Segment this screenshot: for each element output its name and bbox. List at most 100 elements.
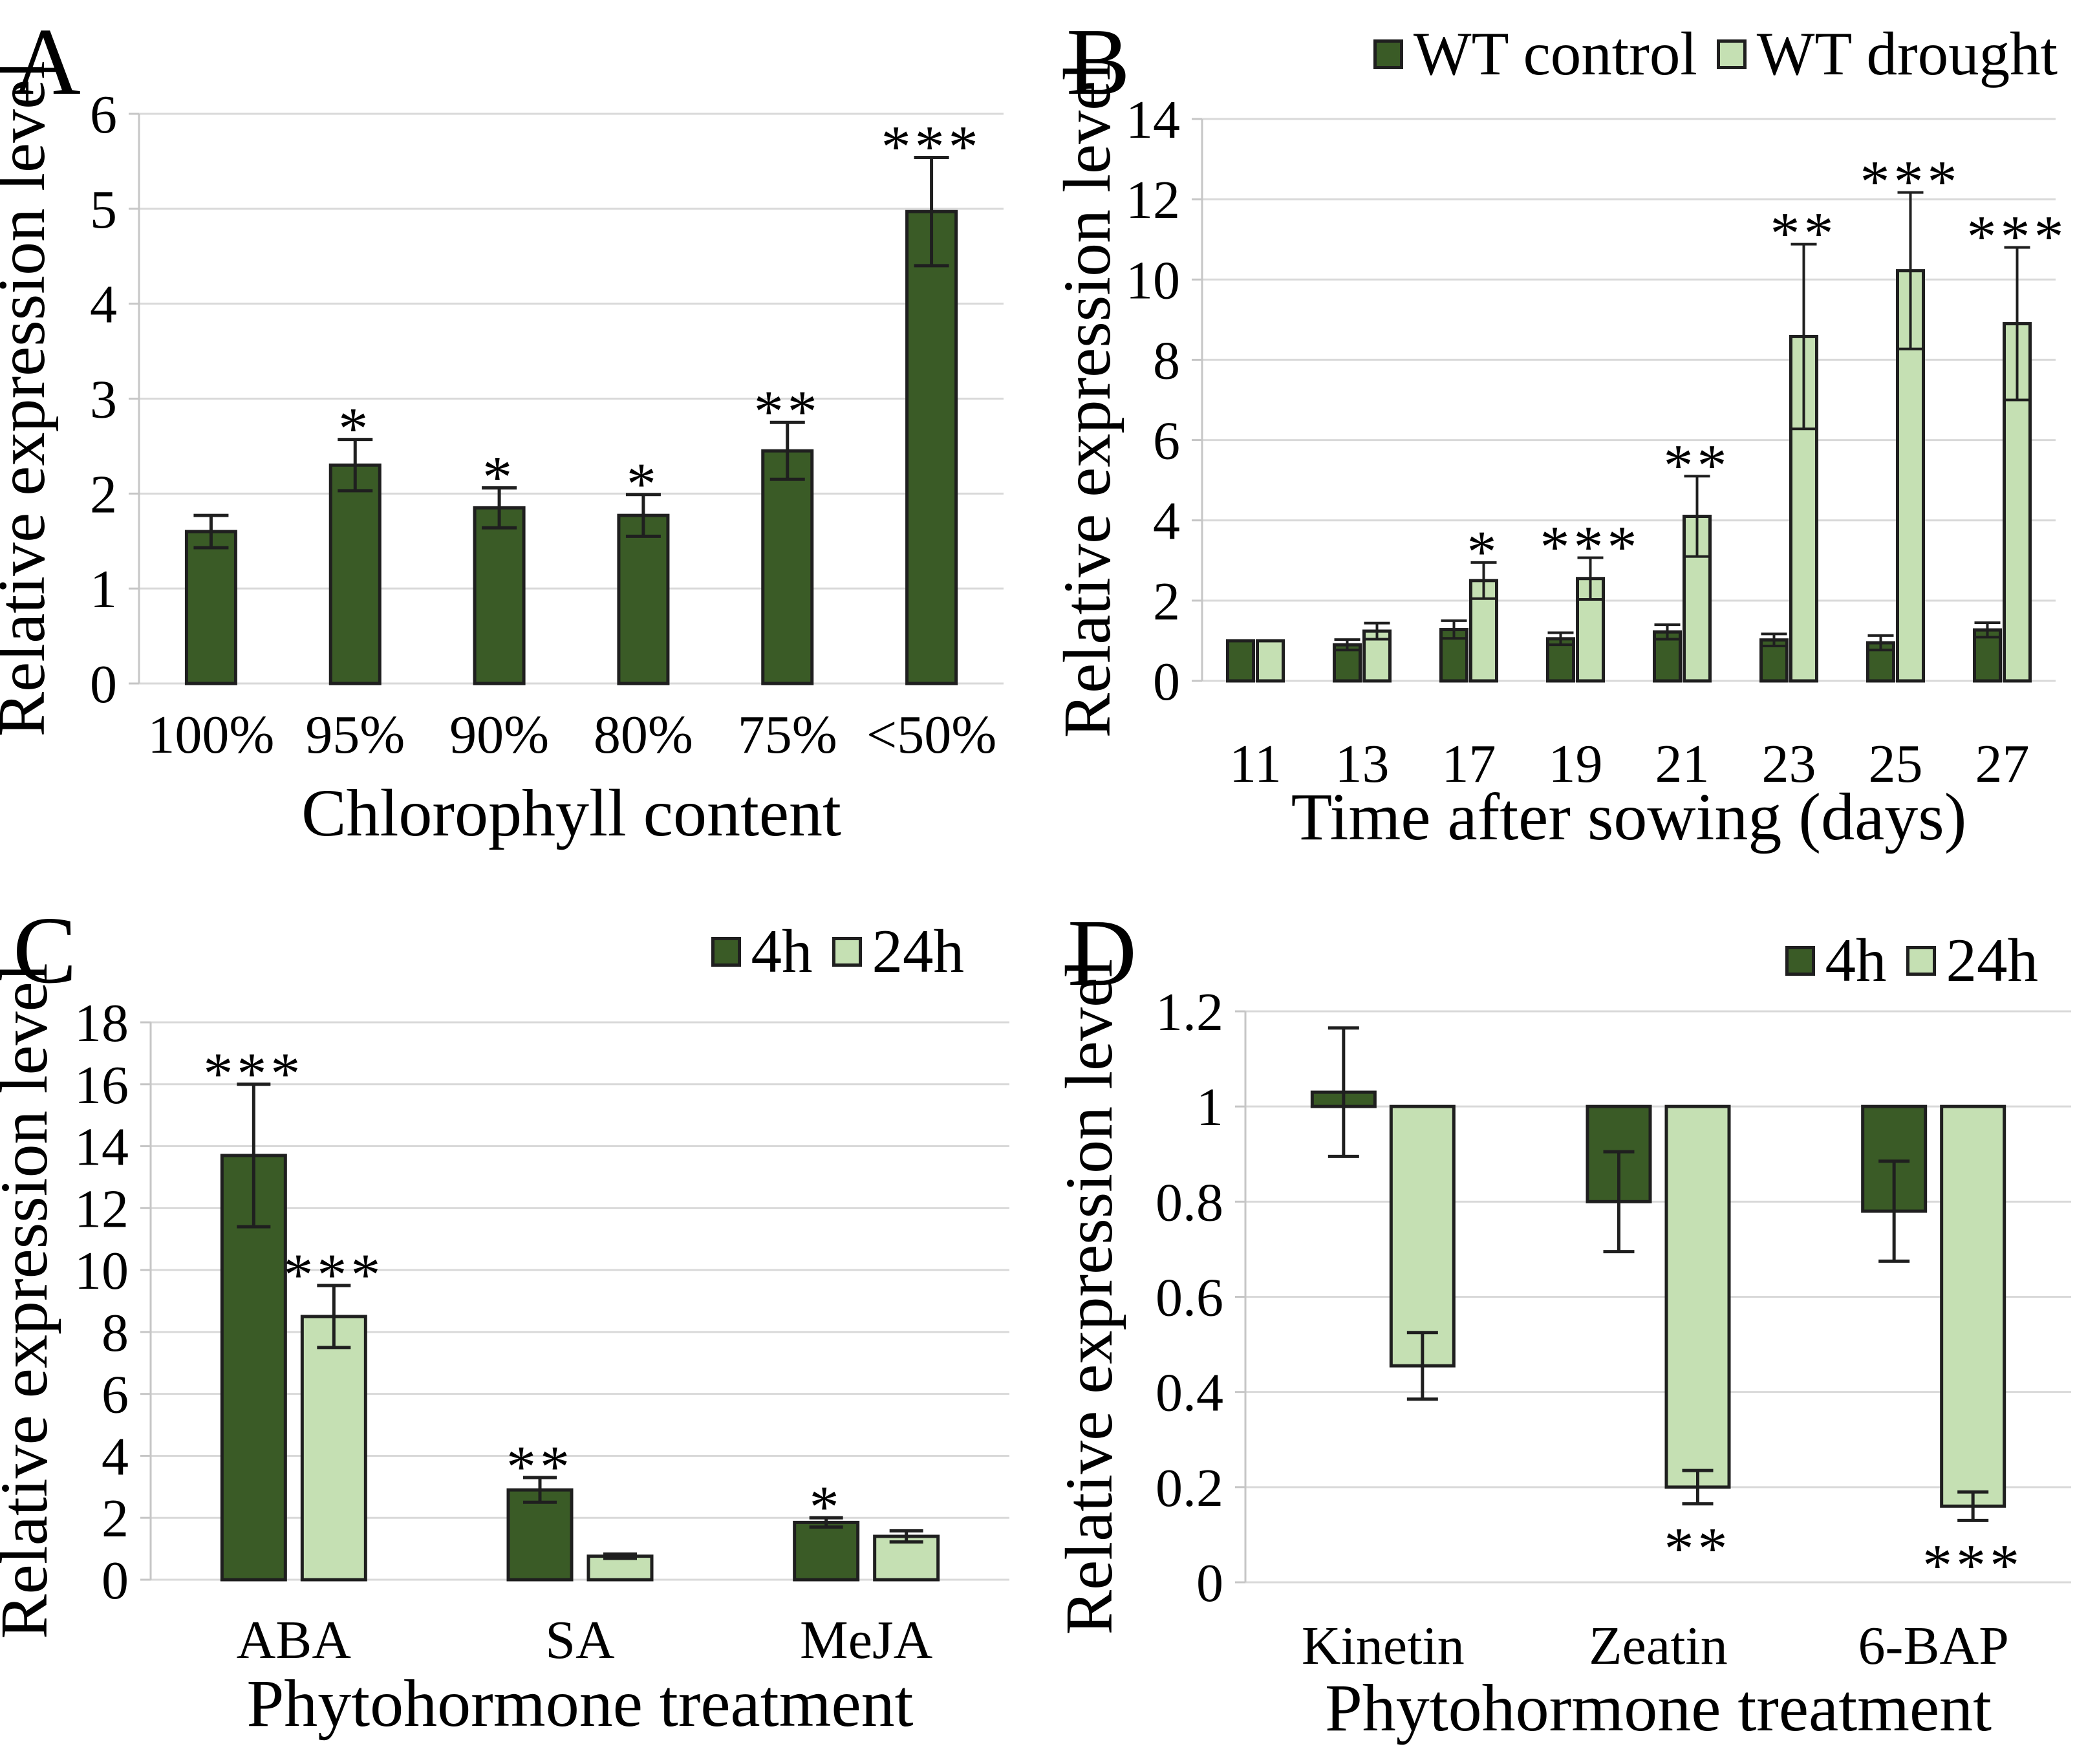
significance-stars: ***	[881, 114, 982, 180]
x-tick-label: 95%	[305, 705, 405, 765]
bar-chart-phytohormone-up: 0 2 4 6 8 10 12 14 16 18 *** ** * *** ABA SA MeJA Phytoho…	[0, 882, 1048, 1764]
bar	[328, 463, 382, 685]
y-tick-label: 0.2	[1156, 1458, 1223, 1518]
bar	[1940, 1104, 2006, 1508]
x-tick-label: 17	[1442, 734, 1496, 794]
significance-stars: *	[1467, 519, 1501, 585]
legend-item: 24h	[832, 917, 965, 985]
x-tick-label: 13	[1335, 734, 1390, 794]
y-tick-label: 2	[90, 464, 117, 524]
bar	[1389, 1104, 1456, 1368]
significance-stars: ***	[283, 1242, 384, 1307]
y-tick-label: 0.6	[1156, 1268, 1223, 1328]
panel-letter-c: C	[13, 898, 77, 1004]
bar	[473, 506, 526, 685]
legend-label: 4h	[751, 917, 813, 985]
legend-d: 4h 24h	[1785, 930, 2038, 991]
x-tick-label: 6-BAP	[1858, 1616, 2008, 1676]
significance-stars: **	[1770, 200, 1838, 266]
x-axis-title: Phytohormone treatment	[246, 1666, 913, 1741]
panel-a: 0 1 2 3 4 5 6 * * * ** *** 100% 95% 90% 80% 75% <50% Chlor…	[0, 0, 1048, 882]
bar-chart-chlorophyll: 0 1 2 3 4 5 6 * * * ** *** 100% 95% 90% 80% 75% <50% Chlor…	[0, 0, 1048, 882]
y-axis-title: Relative expression level	[0, 61, 59, 737]
significance-stars: **	[1664, 432, 1731, 498]
bar-chart-phytohormone-down: 0 0.2 0.4 0.6 0.8 1 1.2 ** *** Kinetin Zeatin 6-BAP…	[1048, 882, 2096, 1764]
x-tick-label: 25	[1869, 734, 1923, 794]
panel-c: 0 2 4 6 8 10 12 14 16 18 *** ** * *** ABA SA MeJA Phytoho…	[0, 882, 1048, 1764]
x-tick-label: 21	[1655, 734, 1710, 794]
bar	[905, 210, 958, 685]
y-tick-label: 1	[1196, 1077, 1223, 1137]
y-tick-label: 14	[74, 1117, 129, 1178]
bar	[300, 1315, 367, 1582]
x-tick-label: Kinetin	[1302, 1616, 1465, 1676]
legend-item: 24h	[1906, 930, 2038, 991]
legend-label: 24h	[872, 917, 965, 985]
panel-letter-b: B	[1066, 9, 1130, 115]
y-tick-label: 0	[90, 654, 117, 715]
significance-stars: ***	[203, 1040, 304, 1106]
chart-svg: 00.20.40.60.811.2** ***Kinetin Zeatin 6-BAP…	[1052, 959, 2071, 1745]
x-tick-label: 75%	[738, 705, 837, 765]
significance-stars: **	[1664, 1516, 1732, 1582]
x-tick-label: 90%	[449, 705, 549, 765]
panel-b: 0 2 4 6 8 10 12 14 * *** ** ** *** *** 11 13 17 19 21 23 25 2…	[1048, 0, 2096, 882]
y-axis-title: Relative expression level	[1052, 959, 1126, 1635]
legend-label: WT drought	[1756, 19, 2058, 88]
y-tick-label: 8	[102, 1303, 129, 1363]
x-tick-label: ABA	[237, 1610, 352, 1670]
legend-item: WT drought	[1716, 19, 2058, 88]
y-tick-label: 14	[1126, 90, 1180, 150]
x-tick-label: 19	[1549, 734, 1603, 794]
x-axis-title: Chlorophyll content	[301, 776, 841, 850]
panel-letter-a: A	[12, 9, 81, 115]
legend-c: 4h 24h	[711, 917, 965, 985]
significance-stars: *	[338, 396, 372, 462]
legend-item: WT control	[1373, 23, 1697, 85]
significance-stars: *	[810, 1474, 843, 1540]
legend-label: 4h	[1825, 926, 1887, 995]
y-tick-label: 10	[1126, 250, 1180, 310]
legend-item: 4h	[1785, 930, 1887, 991]
significance-stars: ***	[1967, 204, 2068, 270]
y-tick-label: 4	[102, 1426, 129, 1487]
y-tick-label: 1.2	[1156, 982, 1223, 1042]
x-tick-label: <50%	[866, 705, 996, 765]
significance-stars: *	[627, 451, 660, 517]
legend-swatch-icon	[1906, 945, 1936, 976]
y-tick-label: 3	[90, 370, 117, 430]
x-tick-label: 100%	[147, 705, 274, 765]
y-tick-label: 18	[74, 993, 129, 1053]
y-axis-title: Relative expression level	[1050, 62, 1124, 738]
legend-item: 4h	[711, 921, 813, 982]
bar	[506, 1488, 574, 1582]
panel-d: 0 0.2 0.4 0.6 0.8 1 1.2 ** *** Kinetin Zeatin 6-BAP…	[1048, 882, 2096, 1764]
y-tick-label: 8	[1153, 330, 1180, 391]
bar	[1256, 639, 1285, 683]
x-tick-label: 23	[1762, 734, 1816, 794]
y-axis-title: Relative expression level	[0, 963, 61, 1639]
legend-swatch-icon	[1373, 39, 1403, 69]
legend-swatch-icon	[1716, 39, 1747, 69]
y-tick-label: 6	[90, 85, 117, 145]
bar	[617, 513, 670, 685]
x-tick-label: MeJA	[800, 1610, 933, 1670]
y-tick-label: 2	[102, 1489, 129, 1549]
y-tick-label: 0	[102, 1551, 129, 1611]
significance-stars: ***	[1922, 1532, 2023, 1598]
x-tick-label: SA	[545, 1610, 615, 1670]
bar	[184, 530, 237, 685]
y-tick-label: 0.4	[1156, 1363, 1223, 1423]
x-tick-label: 11	[1229, 734, 1282, 794]
y-tick-label: 6	[102, 1365, 129, 1425]
significance-stars: **	[506, 1434, 574, 1500]
y-tick-label: 0	[1153, 652, 1180, 712]
bar-chart-time-after-sowing: 0 2 4 6 8 10 12 14 * *** ** ** *** *** 11 13 17 19 21 23 25 2…	[1048, 0, 2096, 882]
bar	[2003, 322, 2032, 683]
y-tick-label: 1	[90, 559, 117, 619]
bar	[793, 1520, 860, 1582]
bar	[1226, 639, 1255, 683]
legend-swatch-icon	[711, 936, 741, 967]
